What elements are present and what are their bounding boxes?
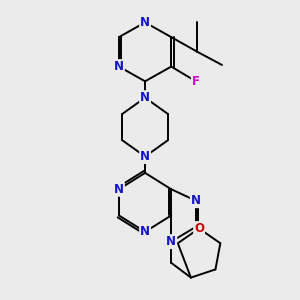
- Text: N: N: [166, 235, 176, 248]
- Text: N: N: [140, 150, 150, 163]
- Text: N: N: [191, 194, 201, 207]
- Text: N: N: [114, 183, 124, 196]
- Text: N: N: [140, 91, 150, 104]
- Text: N: N: [140, 16, 150, 29]
- Text: N: N: [140, 225, 150, 238]
- Text: N: N: [114, 60, 124, 73]
- Text: O: O: [194, 222, 204, 235]
- Text: F: F: [192, 75, 200, 88]
